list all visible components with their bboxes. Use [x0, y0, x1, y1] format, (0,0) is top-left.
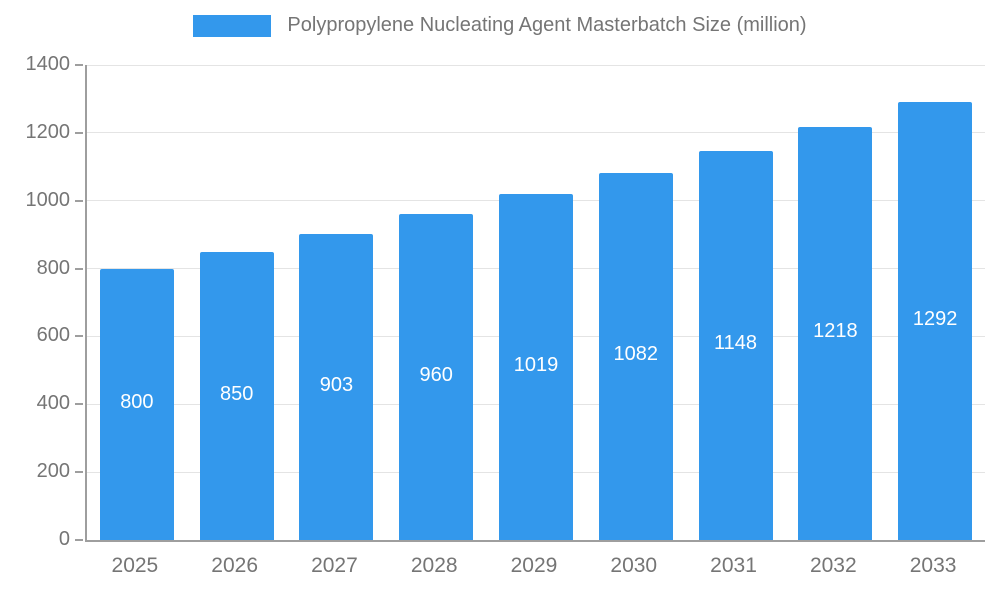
bar[interactable]: [399, 214, 474, 540]
bar[interactable]: [99, 268, 174, 540]
x-axis-label: 2027: [311, 554, 358, 577]
bar[interactable]: [299, 233, 374, 540]
y-axis-tick: [75, 403, 83, 406]
bar[interactable]: [499, 194, 573, 540]
bar[interactable]: [199, 251, 274, 540]
y-axis-tick: [75, 199, 83, 202]
y-axis-tick-label: 200: [36, 460, 70, 483]
legend-swatch-icon: [193, 14, 272, 37]
bar[interactable]: [698, 150, 773, 540]
x-axis-label: 2026: [211, 554, 258, 577]
y-axis-tick: [75, 267, 83, 270]
gridline: [87, 132, 985, 134]
y-axis-tick: [75, 64, 83, 66]
x-axis-label: 2033: [909, 554, 957, 577]
y-axis-tick: [75, 471, 83, 474]
gridline: [87, 64, 985, 66]
x-axis-label: 2030: [610, 554, 658, 577]
x-axis-label: 2031: [710, 554, 757, 577]
y-axis-tick: [75, 335, 83, 338]
x-axis-label: 2029: [510, 554, 558, 577]
y-axis-tick-label: 400: [36, 392, 70, 415]
y-axis-tick-label: 800: [36, 256, 70, 279]
y-axis-tick-label: 1400: [25, 53, 71, 75]
y-axis-tick: [75, 131, 83, 134]
y-axis-tick: [75, 539, 83, 541]
y-axis-tick-label: 1200: [25, 120, 71, 143]
y-axis-tick-label: 0: [58, 528, 70, 550]
chart-legend[interactable]: Polypropylene Nucleating Agent Masterbat…: [0, 14, 1000, 37]
plot-area: 800 850 903 960 1019 1082 1148 1218 1292: [85, 64, 985, 542]
bar[interactable]: [598, 172, 673, 540]
x-axis-label: 2028: [410, 554, 458, 577]
y-axis-tick-label: 600: [36, 324, 70, 347]
bar[interactable]: [798, 126, 873, 540]
y-axis-tick-label: 1000: [25, 188, 71, 211]
x-axis-label: 2025: [111, 554, 159, 577]
x-axis-label: 2032: [809, 554, 857, 577]
legend-label: Polypropylene Nucleating Agent Masterbat…: [287, 14, 807, 36]
bar[interactable]: [898, 101, 973, 540]
